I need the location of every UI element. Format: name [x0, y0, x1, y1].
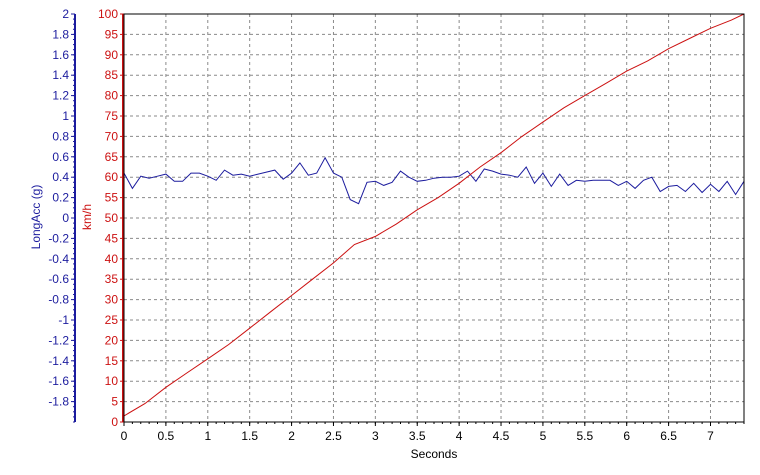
right-tick-label: 65	[105, 150, 119, 164]
left-tick-label: 0.6	[52, 150, 69, 164]
x-axis-title: Seconds	[411, 447, 458, 461]
right-tick-label: 60	[105, 170, 119, 184]
left-tick-label: 1	[62, 109, 69, 123]
right-tick-label: 20	[105, 333, 119, 347]
right-tick-label: 10	[105, 374, 119, 388]
right-y-axis: 1009590858075706560555045403530252015105…	[98, 7, 124, 429]
right-tick-label: 25	[105, 313, 119, 327]
left-tick-label: 1.6	[52, 48, 69, 62]
x-tick-label: 6	[623, 429, 630, 443]
left-axis-title: LongAcc (g)	[29, 185, 43, 250]
x-tick-label: 5.5	[576, 429, 593, 443]
right-axis-title: km/h	[80, 204, 94, 230]
left-tick-label: 0.2	[52, 191, 69, 205]
right-tick-label: 30	[105, 293, 119, 307]
left-tick-label: -1.6	[48, 374, 69, 388]
right-tick-label: 100	[98, 7, 118, 21]
x-tick-label: 2.5	[325, 429, 342, 443]
x-tick-label: 3.5	[409, 429, 426, 443]
left-tick-label: -1.4	[48, 354, 69, 368]
longacc-series-line	[123, 156, 745, 205]
right-tick-label: 95	[105, 27, 119, 41]
x-tick-label: 3	[372, 429, 379, 443]
right-tick-label: 75	[105, 109, 119, 123]
x-tick-label: 2	[288, 429, 295, 443]
left-tick-label: 1.2	[52, 89, 69, 103]
right-tick-label: 80	[105, 89, 119, 103]
left-tick-label: -0.2	[48, 231, 69, 245]
left-tick-label: 0.8	[52, 129, 69, 143]
left-tick-label: -0.8	[48, 293, 69, 307]
left-tick-label: 0	[62, 211, 69, 225]
left-y-axis: 2 1.8 1.6 1.4 1.2 1 0.8 0.6 0.4 0.2 0 -0.2 -0.4 -0.6 -…	[48, 7, 76, 423]
x-tick-label: 4	[456, 429, 463, 443]
x-tick-label: 1	[204, 429, 211, 443]
speed-series-line	[123, 13, 745, 417]
left-tick-label: -0.4	[48, 252, 69, 266]
right-tick-label: 45	[105, 231, 119, 245]
right-tick-label: 5	[111, 395, 118, 409]
x-tick-label: 7	[707, 429, 714, 443]
left-tick-label: -1.2	[48, 333, 69, 347]
plot-frame	[123, 13, 745, 423]
right-tick-label: 70	[105, 129, 119, 143]
right-tick-label: 55	[105, 191, 119, 205]
x-axis: 0 0.5 1 1.5 2 2.5 3 3.5 4 4.5 5 5.5 6 6.5 7	[121, 422, 745, 443]
x-tick-label: 4.5	[493, 429, 510, 443]
x-tick-label: 0	[121, 429, 128, 443]
left-tick-label: -1	[58, 313, 69, 327]
left-tick-label: 2	[62, 7, 69, 21]
right-tick-label: 90	[105, 48, 119, 62]
right-tick-label: 0	[111, 415, 118, 429]
right-tick-label: 15	[105, 354, 119, 368]
left-tick-label: 1.8	[52, 27, 69, 41]
left-tick-label: 1.4	[52, 68, 69, 82]
left-tick-label: 0.4	[52, 170, 69, 184]
gridlines	[124, 14, 744, 422]
right-tick-label: 35	[105, 272, 119, 286]
right-tick-label: 50	[105, 211, 119, 225]
left-tick-label: -0.6	[48, 272, 69, 286]
series	[123, 13, 745, 417]
left-tick-label: -1.8	[48, 395, 69, 409]
right-tick-label: 40	[105, 252, 119, 266]
x-tick-label: 1.5	[241, 429, 258, 443]
x-tick-label: 6.5	[660, 429, 677, 443]
right-tick-label: 85	[105, 68, 119, 82]
x-tick-label: 0.5	[158, 429, 175, 443]
x-tick-label: 5	[540, 429, 547, 443]
